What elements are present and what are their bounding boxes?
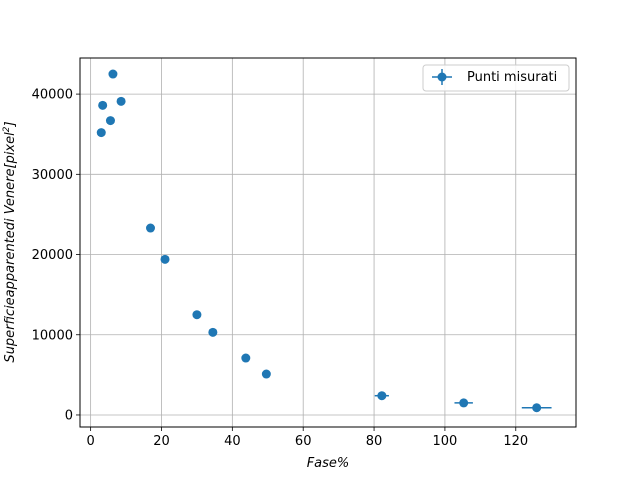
data-point [116, 96, 126, 106]
data-point [208, 327, 218, 337]
y-tick-label: 10000 [32, 328, 73, 343]
x-tick-label: 120 [503, 434, 528, 449]
data-point [105, 116, 115, 126]
legend-label: Punti misurati [467, 70, 557, 85]
grid [80, 58, 576, 427]
data-point [241, 353, 251, 363]
y-tick-label: 30000 [32, 168, 73, 183]
legend-marker [437, 72, 447, 82]
y-tick-label: 40000 [32, 88, 73, 103]
data-points [96, 69, 552, 413]
data-point [96, 128, 106, 138]
axis-ticks: 0 20 40 60 80 100 120 0 10000 20000 30000 40000 [32, 88, 529, 449]
y-axis-label-superscript: 2 [2, 126, 12, 132]
y-axis-label: Superficieapparentedi Venere[pixel2] [2, 121, 18, 362]
data-point [146, 223, 156, 233]
data-point [377, 391, 387, 401]
data-point [532, 403, 542, 413]
x-tick-label: 80 [366, 434, 383, 449]
x-tick-label: 40 [224, 434, 241, 449]
x-tick-label: 100 [433, 434, 458, 449]
data-point [192, 310, 202, 320]
y-tick-label: 0 [65, 408, 73, 423]
x-tick-label: 0 [86, 434, 94, 449]
x-axis-label: Fase% [307, 456, 350, 471]
x-tick-label: 60 [295, 434, 312, 449]
data-point [261, 369, 271, 379]
plot-frame [79, 57, 577, 428]
y-axis-label-end: ] [3, 121, 18, 127]
data-point [108, 69, 118, 79]
y-tick-label: 20000 [32, 248, 73, 263]
legend: Punti misurati [422, 64, 570, 92]
data-point [98, 100, 108, 110]
legend-box [422, 64, 570, 92]
data-point [160, 254, 170, 264]
y-axis-label-base: Superficieapparentedi Venere[pixel [3, 132, 18, 363]
data-point [459, 398, 469, 408]
x-tick-label: 20 [153, 434, 170, 449]
